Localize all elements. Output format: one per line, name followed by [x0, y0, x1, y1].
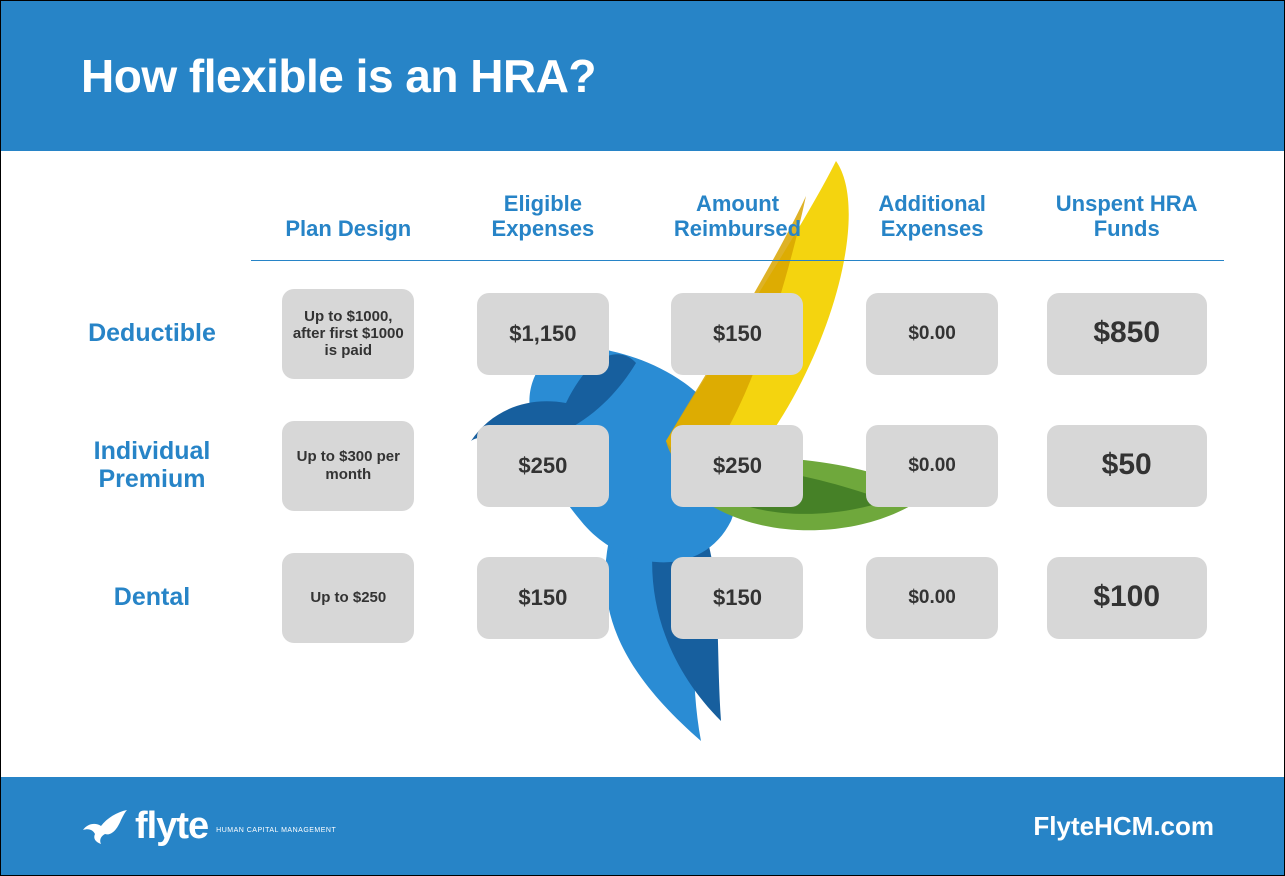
table-row: Individual Premium Up to $300 per month …	[61, 421, 1224, 511]
footer-url: FlyteHCM.com	[1033, 811, 1214, 842]
cell-plan-design: Up to $300 per month	[282, 421, 414, 511]
column-additional: Additional Expenses	[835, 191, 1030, 252]
table-row: Dental Up to $250 $150 $150 $0.00 $100	[61, 553, 1224, 643]
cell-additional: $0.00	[866, 425, 998, 507]
row-label-dental: Dental	[61, 584, 251, 612]
hra-table: Plan Design Eligible Expenses Amount Rei…	[61, 191, 1224, 643]
cell-reimbursed: $150	[671, 557, 803, 639]
content-area: Plan Design Eligible Expenses Amount Rei…	[1, 151, 1284, 777]
table-body: Deductible Up to $1000, after first $100…	[61, 289, 1224, 643]
row-label-deductible: Deductible	[61, 320, 251, 348]
table-row: Deductible Up to $1000, after first $100…	[61, 289, 1224, 379]
page-title: How flexible is an HRA?	[81, 49, 596, 103]
header-rule	[251, 260, 1224, 261]
footer-band: flyte HUMAN CAPITAL MANAGEMENT FlyteHCM.…	[1, 777, 1284, 875]
cell-eligible: $150	[477, 557, 609, 639]
cell-additional: $0.00	[866, 557, 998, 639]
cell-plan-design: Up to $1000, after first $1000 is paid	[282, 289, 414, 379]
cell-eligible: $1,150	[477, 293, 609, 375]
cell-additional: $0.00	[866, 293, 998, 375]
brand-word: flyte	[135, 805, 208, 848]
brand-subtitle: HUMAN CAPITAL MANAGEMENT	[216, 827, 336, 835]
column-eligible: Eligible Expenses	[446, 191, 641, 252]
table-header-row: Plan Design Eligible Expenses Amount Rei…	[61, 191, 1224, 252]
cell-reimbursed: $250	[671, 425, 803, 507]
header-band: How flexible is an HRA?	[1, 1, 1284, 151]
row-label-individual-premium: Individual Premium	[61, 438, 251, 493]
brand-logo: flyte HUMAN CAPITAL MANAGEMENT	[81, 805, 336, 848]
hummingbird-logo-icon	[81, 806, 129, 846]
column-plan-design: Plan Design	[251, 216, 446, 251]
cell-unspent: $50	[1047, 425, 1207, 507]
column-reimbursed: Amount Reimbursed	[640, 191, 835, 252]
cell-unspent: $850	[1047, 293, 1207, 375]
infographic-page: How flexible is an HRA? Plan Design Eli	[0, 0, 1285, 876]
cell-plan-design: Up to $250	[282, 553, 414, 643]
column-unspent: Unspent HRA Funds	[1029, 191, 1224, 252]
cell-eligible: $250	[477, 425, 609, 507]
cell-reimbursed: $150	[671, 293, 803, 375]
cell-unspent: $100	[1047, 557, 1207, 639]
